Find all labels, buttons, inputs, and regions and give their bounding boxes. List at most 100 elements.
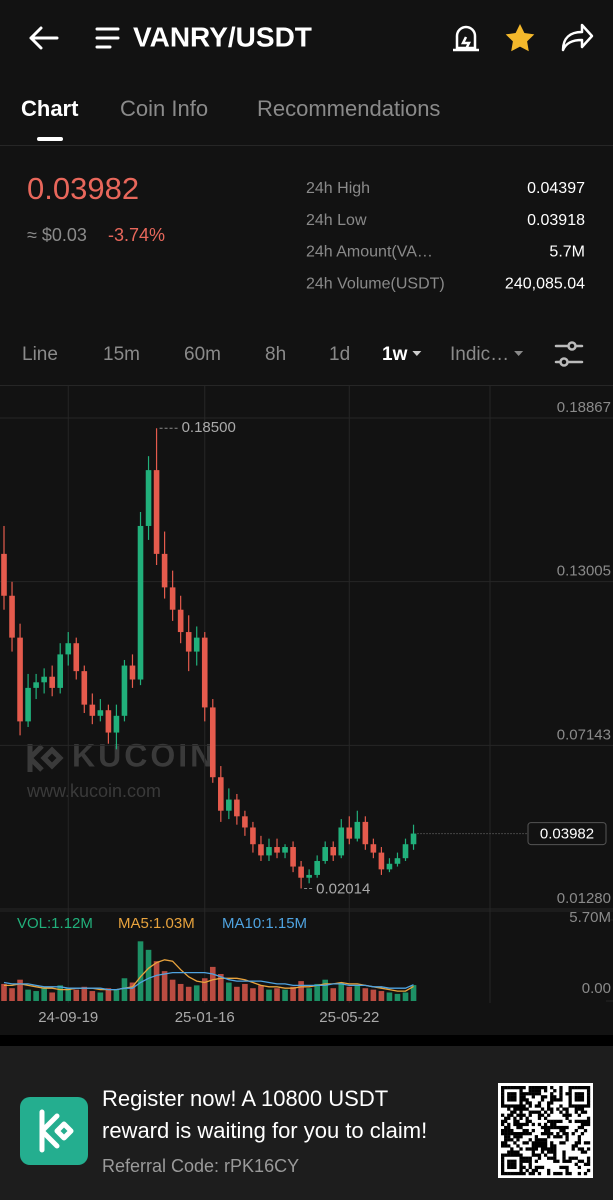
volume-bar [177, 983, 184, 1001]
qr-module [510, 1128, 514, 1133]
qr-module [547, 1128, 551, 1133]
qr-module [559, 1141, 563, 1145]
qr-module [519, 1089, 523, 1093]
volume-legend: MA10:1.15M [222, 915, 307, 932]
y-tick-label: 0.18867 [557, 399, 611, 416]
qr-module [550, 1147, 554, 1151]
qr-module [568, 1098, 572, 1102]
volume-bar [306, 988, 312, 1001]
qr-module [510, 1162, 514, 1166]
volume-bar [33, 991, 39, 1001]
qr-module [537, 1101, 542, 1105]
tab[interactable]: Chart [21, 96, 79, 121]
qr-module [540, 1132, 545, 1136]
watermark-url: www.kucoin.com [26, 781, 161, 801]
back-button[interactable] [29, 26, 59, 50]
volume-bar [354, 985, 361, 1001]
volume-bar [161, 971, 168, 1001]
qr-module [562, 1132, 566, 1136]
timeframe[interactable]: 1w [382, 344, 408, 365]
candle-body [394, 858, 401, 864]
candle-body [177, 609, 184, 633]
low-marker-label: 0.02014 [316, 880, 370, 897]
qr-module [507, 1159, 511, 1163]
candle-body [402, 844, 409, 859]
qr-module [559, 1125, 563, 1130]
qr-module [562, 1141, 566, 1145]
qr-module [510, 1153, 514, 1157]
volume-bar [89, 991, 96, 1001]
qr-module [513, 1165, 517, 1170]
qr-module [528, 1159, 532, 1163]
qr-module [528, 1171, 532, 1176]
volume-bar [378, 991, 385, 1001]
qr-module [516, 1150, 520, 1154]
qr-module [531, 1095, 535, 1099]
qr-module [550, 1119, 554, 1124]
qr-module [522, 1171, 526, 1176]
stat-label: 24h Amount(VA… [306, 244, 433, 261]
referral-code: Referral Code: rPK16CY [102, 1156, 299, 1176]
qr-module [580, 1086, 585, 1090]
qr-module [547, 1168, 551, 1173]
tab[interactable]: Coin Info [120, 96, 208, 121]
qr-module [580, 1104, 585, 1108]
qr-module [501, 1171, 505, 1176]
qr-module [519, 1116, 523, 1120]
settings-button[interactable] [554, 341, 584, 367]
qr-module [580, 1147, 585, 1151]
candle-body [9, 595, 15, 638]
qr-module [501, 1092, 505, 1096]
timeframe[interactable]: 1d [329, 344, 350, 365]
qr-module [550, 1098, 554, 1102]
qr-module [516, 1119, 520, 1124]
qr-module [580, 1159, 585, 1163]
qr-module [516, 1086, 520, 1090]
qr-module [550, 1095, 554, 1099]
volume-bar [17, 979, 23, 1001]
qr-module [540, 1144, 545, 1148]
qr-module [507, 1104, 511, 1108]
stats: 24h High 0.04397 24h Low 0.03918 24h Amount(… [306, 180, 585, 292]
qr-module [501, 1086, 505, 1090]
candle-body [129, 665, 136, 680]
volume-bar [129, 982, 136, 1001]
alert-icon [453, 25, 479, 52]
alert-button[interactable] [453, 25, 479, 52]
qr-module [501, 1119, 505, 1124]
candle-body [201, 637, 208, 708]
timeframe[interactable]: 15m [103, 344, 140, 365]
timeframe[interactable]: Line [22, 344, 58, 365]
volume-legend: VOL:1.12M [17, 915, 93, 932]
candle-body [266, 847, 272, 856]
qr-module [513, 1141, 517, 1145]
qr-module [516, 1122, 520, 1127]
qr-module [531, 1153, 535, 1157]
favorite-star[interactable] [505, 24, 535, 52]
timeframe[interactable]: Indic… [450, 344, 509, 365]
candle-body [290, 847, 296, 867]
qr-module [583, 1119, 588, 1124]
qr-module [580, 1107, 585, 1111]
qr-module [522, 1165, 526, 1170]
qr-module [510, 1147, 514, 1151]
qr-module [519, 1095, 523, 1099]
qr-module [547, 1101, 551, 1105]
qr-module [507, 1107, 511, 1111]
qr-module [534, 1092, 539, 1096]
qr-module [507, 1092, 511, 1096]
qr-module [501, 1141, 505, 1145]
timeframe[interactable]: 8h [265, 344, 286, 365]
price-change: -3.74% [108, 225, 165, 245]
menu-button[interactable] [95, 27, 120, 49]
volume-bar [73, 989, 80, 1001]
tab[interactable]: Recommendations [257, 96, 440, 121]
y-tick-label: 0.13005 [557, 563, 611, 580]
qr-module [507, 1086, 511, 1090]
qr-module [501, 1089, 505, 1093]
qr-module [550, 1086, 554, 1090]
share-button[interactable] [561, 23, 594, 52]
qr-module [531, 1086, 535, 1090]
volume-bar [386, 992, 393, 1001]
timeframe[interactable]: 60m [184, 344, 221, 365]
